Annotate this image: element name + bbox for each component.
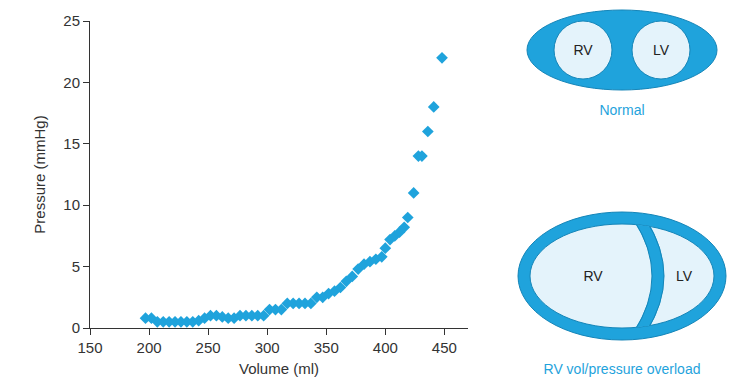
svg-text:15: 15	[63, 135, 80, 152]
svg-text:Volume (ml): Volume (ml)	[239, 360, 319, 377]
svg-text:300: 300	[255, 339, 280, 356]
svg-text:150: 150	[77, 339, 102, 356]
svg-text:Normal: Normal	[599, 102, 644, 118]
svg-text:25: 25	[63, 12, 80, 29]
svg-text:Pressure (mmHg): Pressure (mmHg)	[31, 115, 48, 233]
svg-text:10: 10	[63, 196, 80, 213]
svg-text:400: 400	[373, 339, 398, 356]
svg-text:LV: LV	[676, 268, 693, 284]
svg-text:450: 450	[432, 339, 457, 356]
svg-text:20: 20	[63, 74, 80, 91]
svg-text:RV: RV	[583, 268, 603, 284]
svg-text:250: 250	[196, 339, 221, 356]
svg-text:LV: LV	[653, 42, 670, 58]
svg-text:350: 350	[314, 339, 339, 356]
svg-text:0: 0	[72, 319, 80, 336]
svg-text:200: 200	[137, 339, 162, 356]
svg-text:RV: RV	[573, 42, 593, 58]
svg-text:5: 5	[72, 258, 80, 275]
svg-text:RV vol/pressure overload: RV vol/pressure overload	[544, 361, 701, 377]
